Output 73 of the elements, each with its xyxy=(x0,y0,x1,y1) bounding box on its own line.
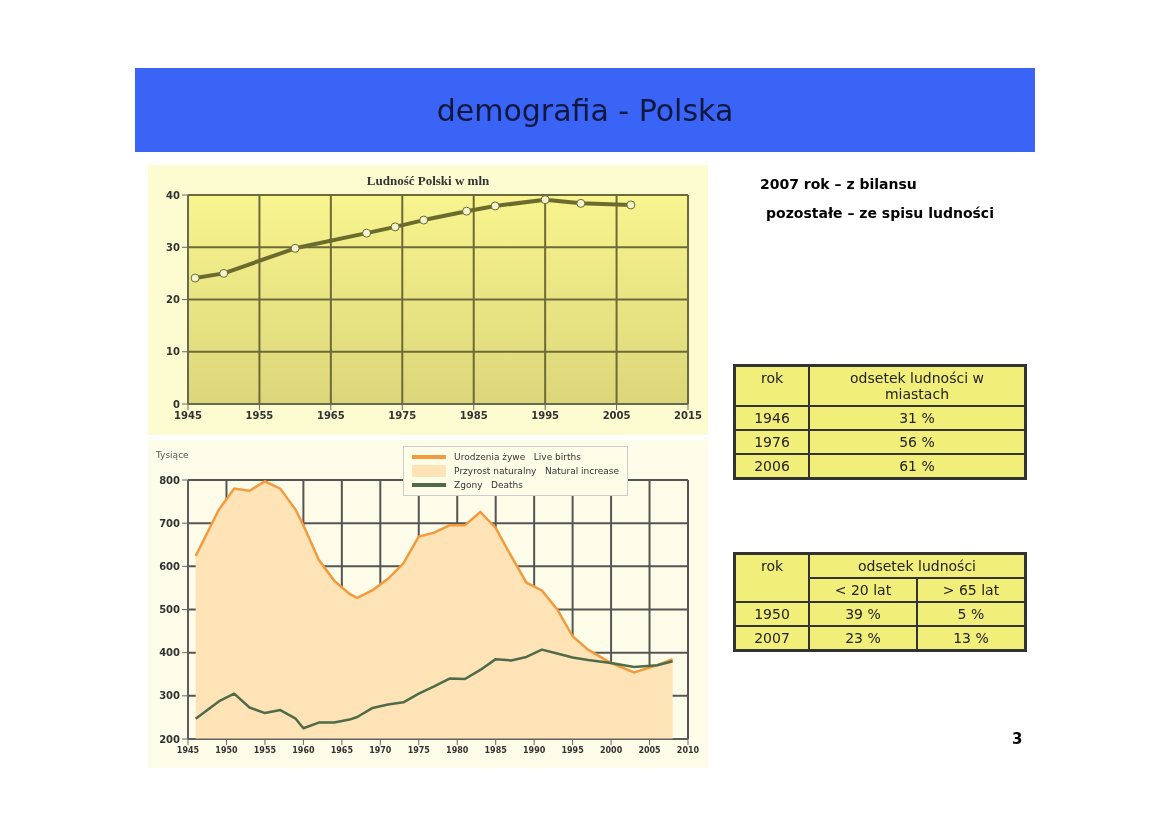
chart-title: Ludność Polski w mln xyxy=(365,172,491,189)
text: odsetek ludności w miastach xyxy=(809,365,1026,406)
y-tick-label: 30 xyxy=(166,241,181,253)
x-tick-label: 1965 xyxy=(316,410,345,422)
text: 31 % xyxy=(809,406,1026,430)
y-tick-label: 800 xyxy=(159,474,181,486)
point xyxy=(290,243,300,253)
text: 61 % xyxy=(809,454,1026,479)
text: Przyrost naturalny Natural increase xyxy=(454,466,619,476)
text: 13 % xyxy=(916,626,1026,651)
text: 1976 xyxy=(734,430,809,454)
text: 2007 rok – z bilansu xyxy=(760,176,917,192)
text: 2006 xyxy=(734,454,809,479)
text: > 65 lat xyxy=(916,578,1026,602)
x-tick-label: 1975 xyxy=(407,745,431,755)
y-tick-label: 600 xyxy=(159,560,181,572)
text: rok xyxy=(734,365,809,406)
x-tick-label: 1955 xyxy=(253,745,277,755)
point xyxy=(462,206,472,216)
text: 1950 xyxy=(734,602,809,626)
x-tick-label: 1985 xyxy=(484,745,508,755)
x-tick-label: 1980 xyxy=(446,745,469,755)
x-tick-label: 1960 xyxy=(292,745,315,755)
text: demografia - Polska xyxy=(135,68,1035,152)
y-tick-label: 200 xyxy=(159,733,181,745)
y-axis-title: Tysiące xyxy=(156,450,189,460)
text: 2007 xyxy=(734,626,809,651)
x-tick-label: 1995 xyxy=(561,745,585,755)
y-tick-label: 20 xyxy=(166,294,181,306)
text: pozostałe – ze spisu ludności xyxy=(766,205,994,221)
text: < 20 lat xyxy=(809,578,917,602)
y-tick-label: 700 xyxy=(159,517,181,529)
y-tick-label: 0 xyxy=(173,398,181,410)
point xyxy=(219,268,229,278)
legend-label: Urodzenia żywe Live births xyxy=(454,452,581,462)
y-tick-label: 400 xyxy=(159,647,181,659)
x-tick-label: 1945 xyxy=(176,745,200,755)
x-tick-label: 1945 xyxy=(174,410,202,422)
y-tick-label: 40 xyxy=(166,189,181,201)
legend-label: Zgony Deaths xyxy=(454,480,524,490)
x-tick-label: 2000 xyxy=(599,745,623,755)
x-tick-label: 2010 xyxy=(676,745,700,755)
x-tick-label: 2005 xyxy=(638,745,662,755)
text: 56 % xyxy=(809,430,1026,454)
point xyxy=(362,228,372,238)
x-tick-label: 1970 xyxy=(369,745,392,755)
x-tick-label: 2015 xyxy=(674,410,702,422)
point xyxy=(576,198,586,208)
text: 39 % xyxy=(809,602,917,626)
point xyxy=(390,222,400,232)
x-tick-label: 1985 xyxy=(459,410,488,422)
x-tick-label: 1995 xyxy=(531,410,560,422)
point xyxy=(419,215,429,225)
point xyxy=(190,273,200,283)
line-series xyxy=(194,648,674,730)
text: 3 xyxy=(1012,730,1023,748)
x-tick-label: 1955 xyxy=(245,410,274,422)
x-tick-label: 1975 xyxy=(388,410,417,422)
x-tick-label: 1950 xyxy=(215,745,239,755)
text: 5 % xyxy=(916,602,1026,626)
y-tick-label: 10 xyxy=(166,346,181,358)
x-tick-label: 2005 xyxy=(602,410,631,422)
x-tick-label: 1965 xyxy=(330,745,354,755)
point xyxy=(626,200,636,210)
point xyxy=(540,195,550,205)
x-tick-label: 1990 xyxy=(523,745,546,755)
text: rok xyxy=(734,553,809,602)
y-tick-label: 300 xyxy=(159,690,181,702)
text: 1946 xyxy=(734,406,809,430)
y-tick-label: 500 xyxy=(159,604,181,616)
point xyxy=(490,201,500,211)
text: odsetek ludności xyxy=(809,553,1026,578)
text: 23 % xyxy=(809,626,917,651)
